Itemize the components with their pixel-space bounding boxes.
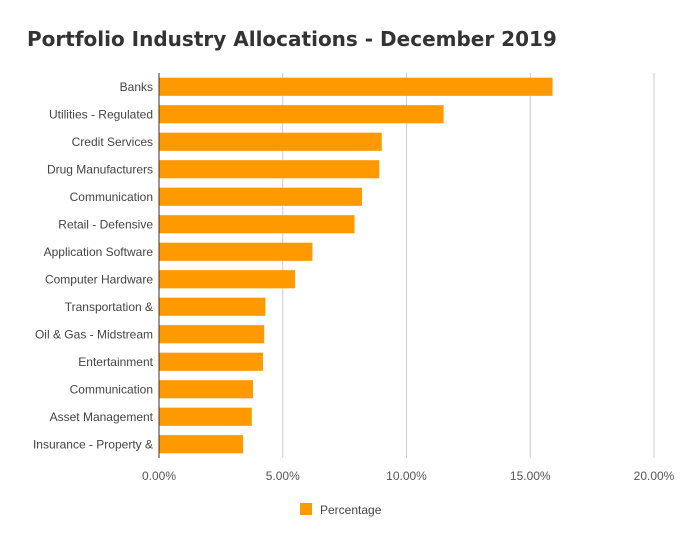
category-label: Credit Services <box>72 135 153 149</box>
bar <box>159 187 362 206</box>
bar <box>159 297 266 316</box>
category-label: Communication <box>70 382 153 396</box>
legend: Percentage <box>300 503 382 517</box>
bar <box>159 380 254 399</box>
bar <box>159 105 444 124</box>
bar <box>159 215 355 234</box>
category-label: Oil & Gas - Midstream <box>35 327 153 341</box>
bar <box>159 132 382 151</box>
x-tick-label: 0.00% <box>142 469 176 483</box>
category-label: Utilities - Regulated <box>49 107 153 121</box>
category-label: Retail - Defensive <box>58 217 153 231</box>
x-tick-label: 15.00% <box>510 469 551 483</box>
legend-swatch <box>300 503 312 515</box>
legend-label: Percentage <box>320 503 382 517</box>
bar <box>159 352 263 371</box>
category-label: Drug Manufacturers <box>47 162 153 176</box>
category-label: Computer Hardware <box>45 272 153 286</box>
bar <box>159 407 252 426</box>
chart-title: Portfolio Industry Allocations - Decembe… <box>27 27 557 51</box>
category-label: Asset Management <box>50 410 154 424</box>
bar <box>159 325 265 344</box>
bar <box>159 435 244 454</box>
x-tick-label: 5.00% <box>266 469 300 483</box>
bar <box>159 270 296 289</box>
bar <box>159 160 380 179</box>
bar <box>159 242 313 261</box>
x-tick-label: 10.00% <box>386 469 427 483</box>
category-label: Transportation & <box>65 300 153 314</box>
category-label: Insurance - Property & <box>33 437 153 451</box>
category-label: Application Software <box>44 245 154 259</box>
category-label: Banks <box>120 80 153 94</box>
category-label: Entertainment <box>78 355 153 369</box>
x-tick-label: 20.00% <box>634 469 675 483</box>
category-label: Communication <box>70 190 153 204</box>
bar <box>159 77 553 96</box>
